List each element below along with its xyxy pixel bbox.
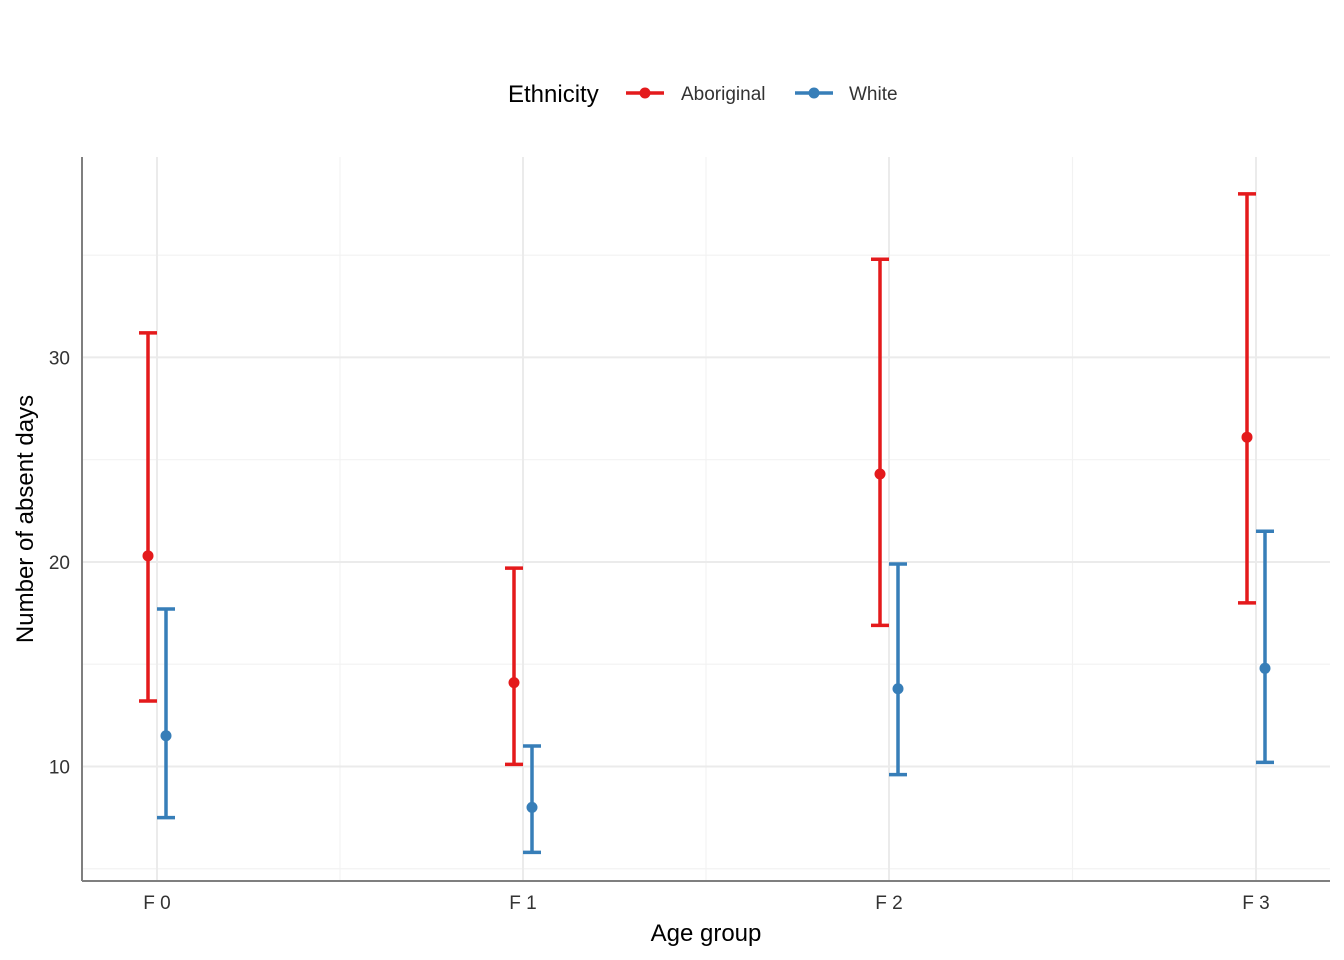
axes bbox=[81, 157, 1330, 882]
x-tick-label: F 3 bbox=[1242, 893, 1269, 914]
data-point bbox=[874, 468, 886, 480]
data-point bbox=[892, 683, 904, 695]
x-tick-label: F 0 bbox=[143, 893, 170, 914]
x-tick-labels: F 0 F 1 F 2 F 3 bbox=[143, 893, 1269, 914]
legend-key-point bbox=[808, 87, 820, 99]
x-tick-label: F 2 bbox=[875, 893, 902, 914]
legend-label: White bbox=[849, 84, 898, 105]
data-point bbox=[1241, 431, 1253, 443]
legend: Ethnicity Aboriginal White bbox=[508, 81, 898, 108]
x-tick-label: F 1 bbox=[509, 893, 536, 914]
y-axis-title: Number of absent days bbox=[12, 395, 39, 643]
y-tick-label: 30 bbox=[49, 348, 70, 369]
x-axis-title: Age group bbox=[651, 920, 762, 947]
legend-key-point bbox=[639, 87, 651, 99]
y-tick-labels: 10 20 30 bbox=[49, 348, 70, 778]
y-tick-label: 20 bbox=[49, 553, 70, 574]
data-point bbox=[1259, 662, 1271, 674]
series-white bbox=[157, 529, 1274, 855]
series-aboriginal bbox=[139, 192, 1256, 767]
legend-title: Ethnicity bbox=[508, 81, 599, 108]
data-marks bbox=[139, 192, 1274, 855]
y-tick-label: 10 bbox=[49, 757, 70, 778]
data-point bbox=[160, 730, 172, 742]
data-point bbox=[508, 677, 520, 689]
legend-label: Aboriginal bbox=[681, 84, 766, 105]
data-point bbox=[526, 801, 538, 813]
grid bbox=[82, 157, 1330, 881]
data-point bbox=[142, 550, 154, 562]
